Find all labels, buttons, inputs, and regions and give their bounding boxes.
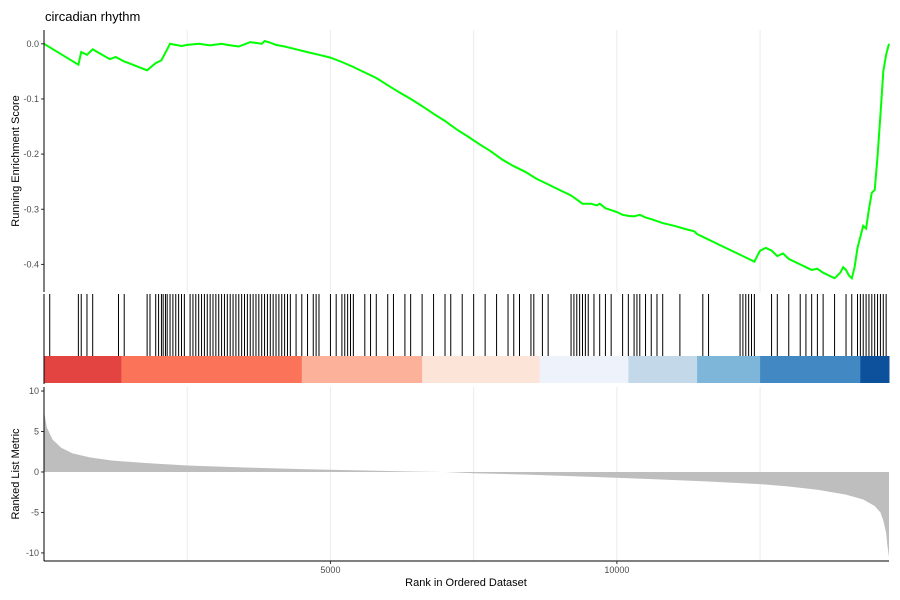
x-tick-label: 5000 [320, 565, 340, 575]
rank-color-block [422, 356, 541, 383]
enrichment-gridlines [186, 30, 761, 292]
ranked-y-tick-label: -10 [26, 548, 39, 558]
enrichment-y-tick-label: -0.1 [23, 94, 39, 104]
enrichment-y-tick-label: -0.4 [23, 259, 39, 269]
ranked-y-tick-label: 0 [34, 467, 39, 477]
ranked-y-ticks: 10 5 0 -5 -10 [26, 386, 44, 558]
rank-color-bar [44, 356, 890, 383]
enrichment-y-label: Running Enrichment Score [10, 95, 22, 226]
rank-color-block [628, 356, 698, 383]
x-tick-label: 10000 [604, 565, 629, 575]
enrichment-y-tick-label: -0.3 [23, 204, 39, 214]
gene-hit-ticks [49, 294, 887, 358]
x-ticks: 5000 10000 [320, 561, 629, 575]
ranked-metric-area [44, 411, 889, 557]
ranked-y-tick-label: 10 [29, 386, 39, 396]
ranked-y-label: Ranked List Metric [10, 428, 22, 520]
enrichment-y-tick-label: -0.2 [23, 149, 39, 159]
chart-title: circadian rhythm [45, 9, 140, 24]
rank-color-block [44, 356, 122, 383]
ranked-y-tick-label: -5 [31, 507, 39, 517]
rank-color-block [301, 356, 423, 383]
enrichment-y-tick-label: 0.0 [26, 39, 39, 49]
x-axis-label: Rank in Ordered Dataset [405, 577, 527, 589]
rank-color-block [121, 356, 303, 383]
rank-color-block [539, 356, 629, 383]
rank-color-block [697, 356, 761, 383]
rank-color-block [760, 356, 861, 383]
running-enrichment-line [43, 39, 890, 281]
enrichment-y-ticks: 0.0 -0.1 -0.2 -0.3 -0.4 [23, 39, 44, 269]
rank-color-block [860, 356, 890, 383]
ranked-y-tick-label: 5 [34, 427, 39, 437]
